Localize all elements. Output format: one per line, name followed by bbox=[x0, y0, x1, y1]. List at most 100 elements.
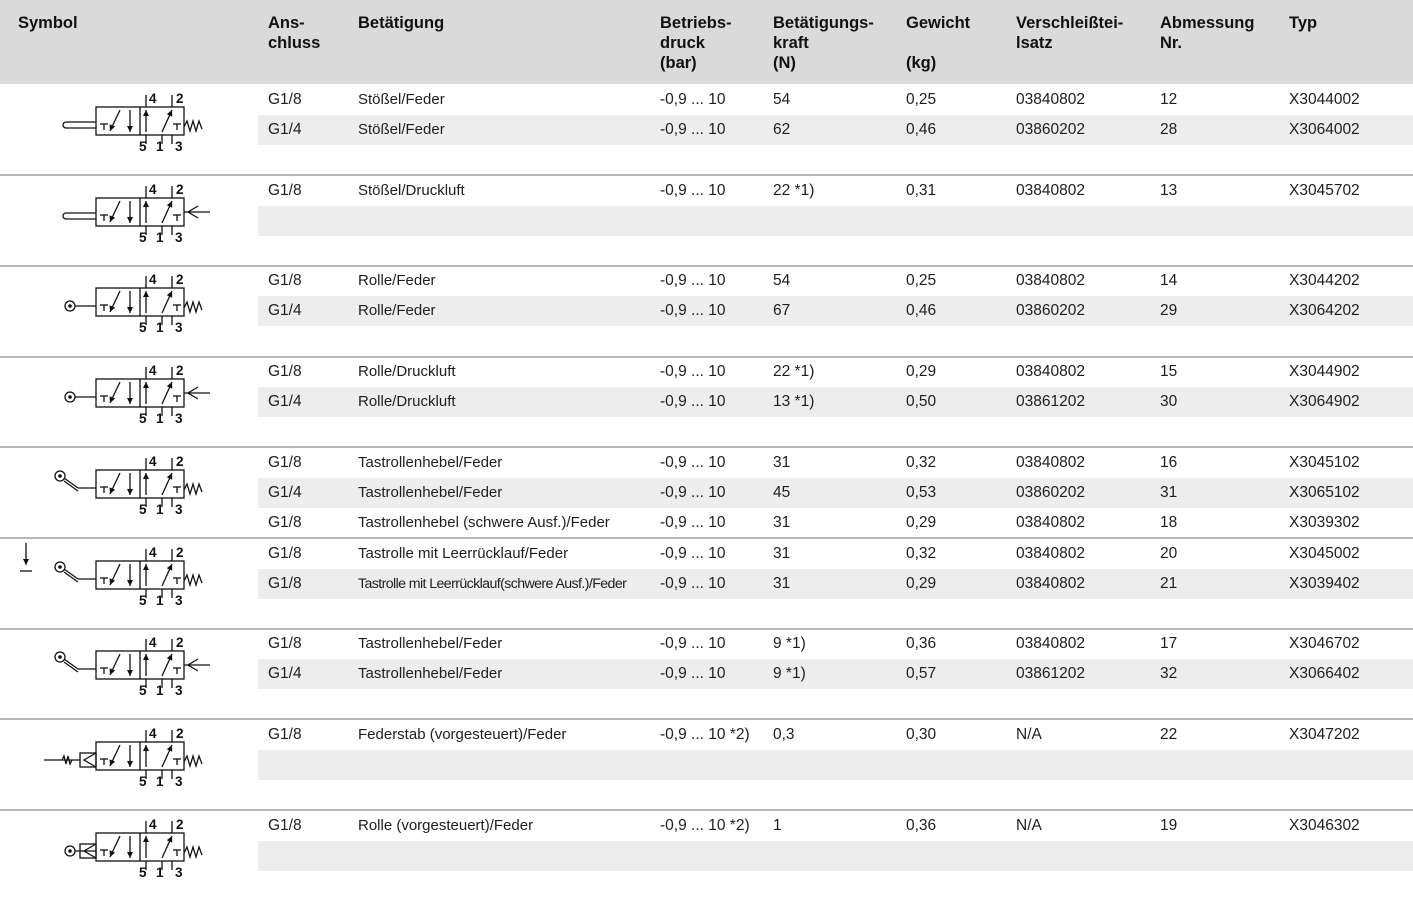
cell-druck: -0,9 ... 10 *2) bbox=[660, 816, 750, 834]
cell-satz: N/A bbox=[1016, 725, 1042, 743]
cell-abm: 12 bbox=[1160, 91, 1178, 108]
port-label-2: 2 bbox=[176, 817, 184, 832]
port-label-3: 3 bbox=[175, 774, 183, 789]
cell-abm: 19 bbox=[1160, 816, 1178, 834]
cell-anschluss: G1/8 bbox=[268, 725, 302, 743]
table-group: G1/8 Tastrolle mit Leerrücklauf/Feder -0,9… bbox=[0, 538, 1413, 629]
port-label-4: 4 bbox=[149, 726, 157, 741]
table-row: G1/8 Stößel/Druckluft -0,9 ... 10 22 *1) 0,3… bbox=[258, 176, 1413, 206]
cell-gewicht: 0,46 bbox=[906, 302, 937, 320]
cell-typ: X3039402 bbox=[1289, 574, 1360, 592]
port-label-2: 2 bbox=[176, 363, 184, 378]
cell-typ: X3044902 bbox=[1289, 363, 1360, 381]
cell-kraft: 31 bbox=[773, 513, 791, 531]
cell-gewicht: 0,36 bbox=[906, 635, 937, 653]
cell-abm: 15 bbox=[1160, 363, 1178, 381]
table-group: G1/8 Tastrollenhebel/Feder -0,9 ... 10 31 0,… bbox=[0, 447, 1413, 538]
cell-kraft: 54 bbox=[773, 272, 791, 290]
cell-betaetigung: Tastrollenhebel/Feder bbox=[358, 665, 503, 683]
cell-satz: N/A bbox=[1016, 816, 1042, 834]
cell-druck: -0,9 ... 10 bbox=[660, 121, 726, 138]
port-label-1: 1 bbox=[156, 320, 164, 335]
cell-abm: 16 bbox=[1160, 453, 1178, 471]
port-label-3: 3 bbox=[175, 683, 183, 698]
cell-anschluss: G1/8 bbox=[268, 635, 302, 653]
port-label-2: 2 bbox=[176, 272, 184, 287]
table-row: G1/8 Federstab (vorgesteuert)/Feder -0,9 .… bbox=[258, 720, 1413, 750]
table-group: G1/8 Rolle (vorgesteuert)/Feder -0,9 ... 1… bbox=[0, 810, 1413, 901]
table-row: G1/4 Rolle/Feder -0,9 ... 10 67 0,46 03860202… bbox=[258, 296, 1413, 327]
table-row-empty bbox=[258, 599, 1413, 629]
table-row: G1/4 Rolle/Druckluft -0,9 ... 10 13 *1) 0,50… bbox=[258, 387, 1413, 418]
cell-typ: X3064202 bbox=[1289, 302, 1360, 320]
cell-betaetigung: Tastrollenhebel/Feder bbox=[358, 453, 503, 471]
group-separator bbox=[0, 627, 1413, 630]
cell-gewicht: 0,53 bbox=[906, 483, 937, 501]
cell-gewicht: 0,31 bbox=[906, 181, 937, 199]
cell-typ: X3046702 bbox=[1289, 635, 1360, 653]
lever-roller bbox=[54, 470, 66, 482]
cell-typ: X3046302 bbox=[1289, 816, 1360, 834]
cell-satz: 03840802 bbox=[1016, 635, 1085, 653]
cell-druck: -0,9 ... 10 bbox=[660, 363, 726, 381]
cell-druck: -0,9 ... 10 bbox=[660, 665, 726, 683]
cell-gewicht: 0,29 bbox=[906, 513, 937, 531]
valve-symbol-graphic: 4 2 5 1 3 bbox=[54, 454, 203, 517]
port-label-2: 2 bbox=[176, 182, 184, 197]
cell-druck: -0,9 ... 10 *2) bbox=[660, 725, 750, 743]
port-label-1: 1 bbox=[156, 502, 164, 517]
pilot-box bbox=[79, 752, 97, 768]
cell-druck: -0,9 ... 10 bbox=[660, 302, 726, 320]
cell-typ: X3044002 bbox=[1289, 91, 1360, 108]
table-row-empty bbox=[258, 689, 1413, 719]
cell-gewicht: 0,46 bbox=[906, 121, 937, 138]
table-header: Symbol Ans- chluss Betätigung Betriebs- … bbox=[0, 0, 1413, 84]
cell-typ: X3066402 bbox=[1289, 665, 1360, 683]
port-label-5: 5 bbox=[139, 865, 147, 880]
table-row: G1/4 Stößel/Feder -0,9 ... 10 62 0,46 0386020… bbox=[258, 115, 1413, 145]
cell-kraft: 9 *1) bbox=[773, 635, 806, 653]
pilot-box bbox=[79, 842, 97, 859]
cell-kraft: 31 bbox=[773, 453, 791, 471]
port-label-1: 1 bbox=[156, 411, 164, 426]
lever-roller bbox=[54, 651, 66, 663]
cell-anschluss: G1/8 bbox=[268, 91, 302, 108]
table-group: G1/8 Stößel/Feder -0,9 ... 10 54 0,25 0384080… bbox=[0, 85, 1413, 175]
valve-symbol-graphic: 4 2 5 1 3 bbox=[62, 91, 203, 154]
cell-satz: 03840802 bbox=[1016, 181, 1085, 199]
port-label-1: 1 bbox=[156, 593, 164, 608]
pilot-triangle bbox=[186, 386, 199, 400]
cell-abm: 13 bbox=[1160, 181, 1178, 199]
header-gewicht: Gewicht (kg) bbox=[906, 14, 971, 72]
cell-abm: 28 bbox=[1160, 121, 1178, 138]
cell-betaetigung: Rolle/Druckluft bbox=[358, 393, 456, 411]
cell-anschluss: G1/8 bbox=[268, 181, 302, 199]
cell-betaetigung: Federstab (vorgesteuert)/Feder bbox=[358, 725, 567, 743]
cell-anschluss: G1/8 bbox=[268, 453, 302, 471]
cell-satz: 03840802 bbox=[1016, 91, 1085, 108]
port-label-4: 4 bbox=[149, 454, 157, 469]
cell-druck: -0,9 ... 10 bbox=[660, 483, 726, 501]
port-label-5: 5 bbox=[139, 683, 147, 698]
cell-abm: 32 bbox=[1160, 665, 1178, 683]
table-group: G1/8 Stößel/Druckluft -0,9 ... 10 22 *1) 0,3… bbox=[0, 175, 1413, 266]
cell-betaetigung: Tastrollenhebel/Feder bbox=[358, 483, 503, 501]
cell-betaetigung: Stößel/Feder bbox=[358, 121, 445, 138]
table-group: G1/8 Rolle/Feder -0,9 ... 10 54 0,25 03840802… bbox=[0, 266, 1413, 357]
table-row: G1/8 Tastrollenhebel/Feder -0,9 ... 10 9 *1… bbox=[258, 629, 1413, 659]
group-separator bbox=[0, 355, 1413, 358]
spring-return bbox=[183, 753, 203, 769]
cell-satz: 03840802 bbox=[1016, 574, 1085, 592]
cell-druck: -0,9 ... 10 bbox=[660, 453, 726, 471]
valve-symbol-graphic: 4 2 5 1 3 bbox=[64, 272, 203, 335]
port-label-2: 2 bbox=[176, 454, 184, 469]
cell-kraft: 22 *1) bbox=[773, 363, 815, 381]
port-label-1: 1 bbox=[156, 230, 164, 245]
cell-anschluss: G1/4 bbox=[268, 483, 302, 501]
header-betaetigung: Betätigung bbox=[358, 14, 445, 32]
